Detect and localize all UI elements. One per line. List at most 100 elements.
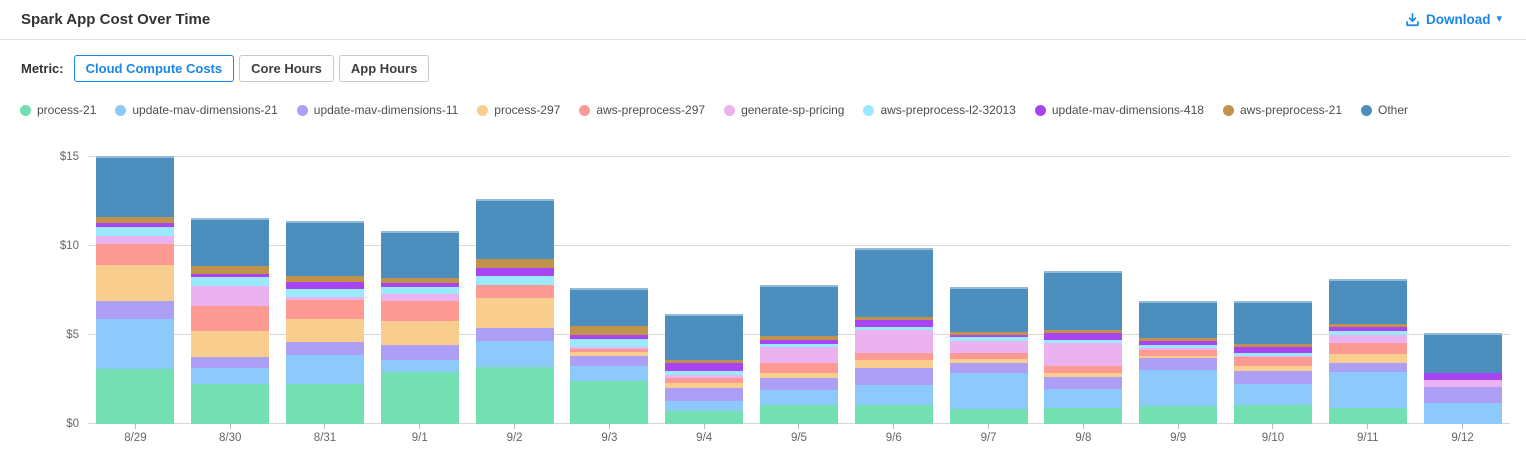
- bar-segment-aws-preprocess-297[interactable]: [1044, 366, 1123, 373]
- bar-segment-process-21[interactable]: [665, 411, 744, 424]
- bar-segment-aws-preprocess-l2-32013[interactable]: [96, 227, 175, 236]
- bar-segment-process-21[interactable]: [285, 384, 364, 424]
- bar-segment-aws-preprocess-297[interactable]: [949, 353, 1028, 359]
- bar-segment-Other[interactable]: [1044, 271, 1123, 330]
- bar-segment-aws-preprocess-l2-32013[interactable]: [570, 339, 649, 347]
- bar-segment-generate-sp-pricing[interactable]: [285, 297, 364, 300]
- bar-segment-aws-preprocess-21[interactable]: [854, 317, 933, 320]
- bar-segment-update-mav-dimensions-11[interactable]: [475, 328, 554, 341]
- bar-segment-update-mav-dimensions-11[interactable]: [949, 363, 1028, 373]
- bar-segment-update-mav-dimensions-418[interactable]: [1423, 373, 1502, 380]
- bar-segment-process-21[interactable]: [1233, 405, 1312, 424]
- bar-segment-process-297[interactable]: [1328, 354, 1407, 363]
- bar-segment-Other[interactable]: [96, 156, 175, 217]
- bar-segment-update-mav-dimensions-21[interactable]: [380, 360, 459, 372]
- bar-segment-aws-preprocess-297[interactable]: [285, 300, 364, 319]
- bar-segment-process-21[interactable]: [96, 369, 175, 424]
- bar-segment-Other[interactable]: [1139, 301, 1218, 338]
- bar-segment-update-mav-dimensions-418[interactable]: [1044, 333, 1123, 340]
- bar-segment-Other[interactable]: [949, 287, 1028, 332]
- bar-segment-aws-preprocess-21[interactable]: [285, 276, 364, 282]
- bar-segment-generate-sp-pricing[interactable]: [1423, 380, 1502, 387]
- bar-segment-process-21[interactable]: [570, 381, 649, 424]
- legend-item[interactable]: process-297: [477, 103, 560, 117]
- bar-segment-process-297[interactable]: [1044, 373, 1123, 377]
- bar-segment-Other[interactable]: [570, 288, 649, 326]
- bar-segment-generate-sp-pricing[interactable]: [1328, 335, 1407, 343]
- bar-segment-aws-preprocess-l2-32013[interactable]: [191, 277, 270, 286]
- bar-segment-update-mav-dimensions-418[interactable]: [759, 340, 838, 344]
- bar-segment-update-mav-dimensions-21[interactable]: [191, 368, 270, 384]
- legend-item[interactable]: aws-preprocess-21: [1222, 103, 1342, 117]
- bar-segment-process-297[interactable]: [570, 352, 649, 356]
- bar-segment-aws-preprocess-l2-32013[interactable]: [380, 287, 459, 294]
- bar-segment-update-mav-dimensions-11[interactable]: [96, 301, 175, 319]
- bar-segment-aws-preprocess-21[interactable]: [759, 336, 838, 340]
- bar-segment-update-mav-dimensions-418[interactable]: [570, 335, 649, 339]
- bar-segment-process-297[interactable]: [665, 383, 744, 388]
- bar-segment-update-mav-dimensions-11[interactable]: [1139, 358, 1218, 370]
- bar-segment-generate-sp-pricing[interactable]: [96, 236, 175, 244]
- bar-segment-aws-preprocess-21[interactable]: [96, 217, 175, 223]
- bar-segment-process-297[interactable]: [1233, 366, 1312, 371]
- bar-segment-generate-sp-pricing[interactable]: [854, 330, 933, 353]
- legend-item[interactable]: update-mav-dimensions-418: [1034, 103, 1204, 117]
- bar-segment-Other[interactable]: [1328, 279, 1407, 324]
- bar-segment-aws-preprocess-297[interactable]: [191, 306, 270, 331]
- metric-tab-app-hours[interactable]: App Hours: [338, 55, 430, 82]
- bar-segment-aws-preprocess-297[interactable]: [854, 353, 933, 360]
- bar-segment-Other[interactable]: [475, 199, 554, 259]
- bar-segment-process-297[interactable]: [1139, 356, 1218, 358]
- bar-segment-update-mav-dimensions-21[interactable]: [1423, 403, 1502, 424]
- metric-tab-cloud-compute-costs[interactable]: Cloud Compute Costs: [73, 55, 235, 82]
- bar-segment-generate-sp-pricing[interactable]: [1233, 356, 1312, 357]
- bar-segment-aws-preprocess-297[interactable]: [1233, 357, 1312, 366]
- bar-segment-update-mav-dimensions-11[interactable]: [1044, 377, 1123, 389]
- bar-segment-update-mav-dimensions-418[interactable]: [475, 268, 554, 276]
- bar-segment-aws-preprocess-297[interactable]: [380, 301, 459, 321]
- bar-segment-aws-preprocess-l2-32013[interactable]: [854, 327, 933, 330]
- legend-item[interactable]: generate-sp-pricing: [724, 103, 844, 117]
- bar-segment-Other[interactable]: [191, 218, 270, 266]
- bar-segment-update-mav-dimensions-11[interactable]: [665, 388, 744, 401]
- bar-segment-update-mav-dimensions-21[interactable]: [1328, 372, 1407, 408]
- bar-segment-generate-sp-pricing[interactable]: [380, 294, 459, 301]
- bar-segment-update-mav-dimensions-418[interactable]: [949, 335, 1028, 337]
- bar-segment-update-mav-dimensions-418[interactable]: [380, 283, 459, 287]
- bar-segment-aws-preprocess-297[interactable]: [665, 378, 744, 383]
- bar-segment-Other[interactable]: [665, 314, 744, 360]
- bar-segment-update-mav-dimensions-11[interactable]: [191, 357, 270, 368]
- bar-segment-process-297[interactable]: [475, 298, 554, 328]
- bar-segment-process-21[interactable]: [1139, 406, 1218, 424]
- metric-tab-core-hours[interactable]: Core Hours: [239, 55, 334, 82]
- bar-segment-update-mav-dimensions-21[interactable]: [759, 390, 838, 405]
- bar-segment-Other[interactable]: [380, 231, 459, 278]
- bar-segment-update-mav-dimensions-21[interactable]: [475, 341, 554, 367]
- bar-segment-update-mav-dimensions-418[interactable]: [191, 274, 270, 277]
- bar-segment-aws-preprocess-21[interactable]: [475, 259, 554, 268]
- bar-segment-aws-preprocess-297[interactable]: [96, 244, 175, 265]
- bar-segment-generate-sp-pricing[interactable]: [570, 347, 649, 349]
- legend-item[interactable]: aws-preprocess-l2-32013: [863, 103, 1016, 117]
- bar-segment-update-mav-dimensions-21[interactable]: [1139, 370, 1218, 406]
- bar-segment-aws-preprocess-l2-32013[interactable]: [1328, 331, 1407, 335]
- bar-segment-aws-preprocess-l2-32013[interactable]: [1044, 340, 1123, 343]
- bar-segment-update-mav-dimensions-418[interactable]: [285, 282, 364, 289]
- bar-segment-update-mav-dimensions-418[interactable]: [1139, 341, 1218, 345]
- bar-segment-generate-sp-pricing[interactable]: [759, 347, 838, 363]
- bar-segment-aws-preprocess-l2-32013[interactable]: [1139, 345, 1218, 348]
- legend-item[interactable]: Other: [1361, 103, 1408, 117]
- bar-segment-update-mav-dimensions-11[interactable]: [1423, 387, 1502, 403]
- bar-segment-update-mav-dimensions-11[interactable]: [380, 345, 459, 360]
- legend-item[interactable]: process-21: [20, 103, 96, 117]
- bar-segment-aws-preprocess-l2-32013[interactable]: [285, 289, 364, 297]
- bar-segment-aws-preprocess-297[interactable]: [759, 363, 838, 373]
- bar-segment-update-mav-dimensions-21[interactable]: [854, 385, 933, 405]
- bar-segment-update-mav-dimensions-21[interactable]: [665, 401, 744, 411]
- bar-segment-update-mav-dimensions-21[interactable]: [1044, 389, 1123, 408]
- bar-segment-aws-preprocess-l2-32013[interactable]: [1233, 353, 1312, 356]
- bar-segment-process-21[interactable]: [475, 367, 554, 424]
- download-button[interactable]: Download ▾: [1405, 12, 1502, 27]
- bar-segment-aws-preprocess-l2-32013[interactable]: [949, 337, 1028, 341]
- bar-segment-process-21[interactable]: [854, 405, 933, 424]
